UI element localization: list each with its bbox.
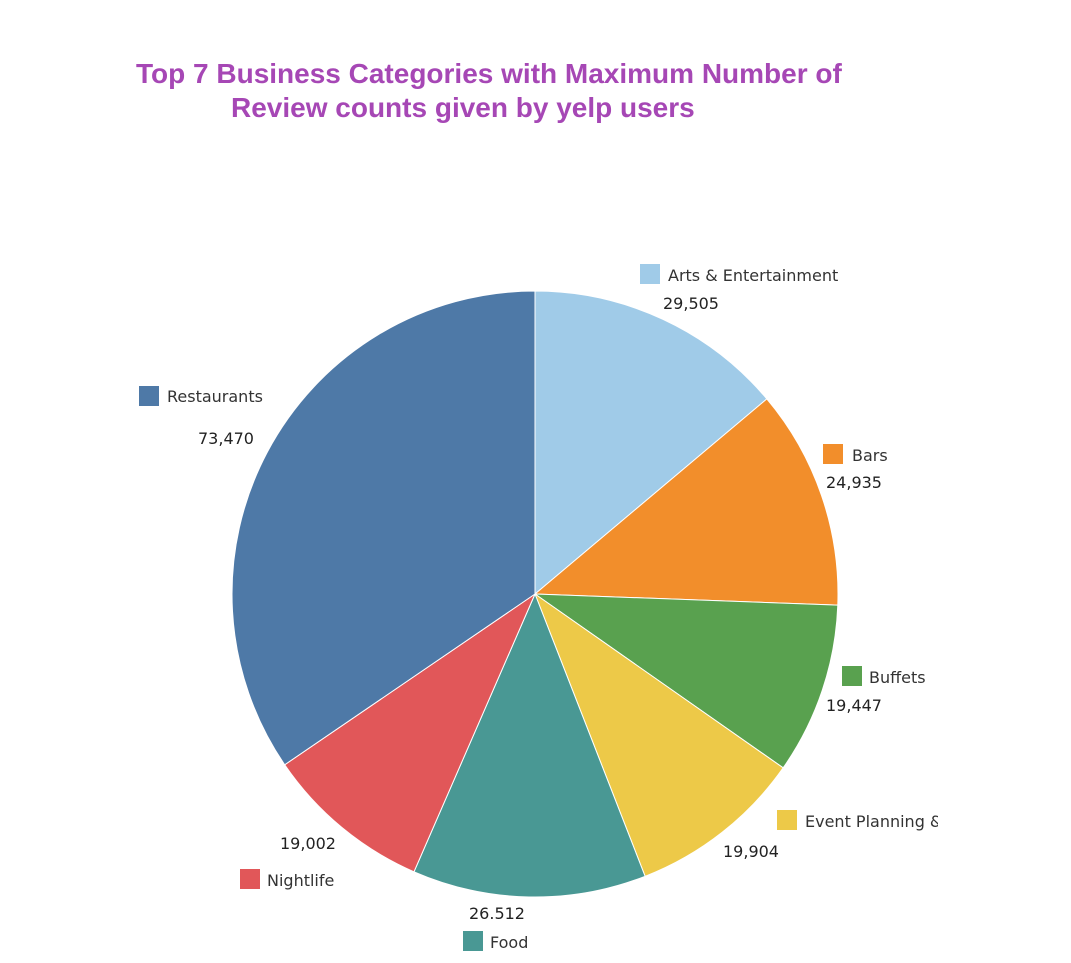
pie-slice-nightlife — [284, 592, 537, 873]
slice-value-label: 29,505 — [663, 294, 719, 313]
slice-label: Food — [490, 933, 528, 952]
slice-value-label: 26.512 — [469, 904, 525, 923]
slice-label: Bars — [852, 446, 888, 465]
slice-label: Nightlife — [267, 871, 334, 890]
slice-value-label: 19,447 — [826, 696, 882, 715]
chart-title-line-1: Top 7 Business Categories with Maximum N… — [136, 58, 842, 89]
slice-value-label: 19,904 — [723, 842, 779, 861]
slice-value-label: 73,470 — [198, 429, 254, 448]
slice-value-label: 19,002 — [280, 834, 336, 853]
pie-labels: Arts & Entertainment 29,505 Bars 24,935 Buff… — [139, 264, 942, 952]
legend-swatch — [823, 444, 843, 464]
pie-slice-arts-entertainment — [534, 290, 768, 596]
slice-label: Arts & Entertainment — [668, 266, 838, 285]
slice-label: Event Planning & — [805, 812, 942, 831]
legend-swatch — [240, 869, 260, 889]
legend-swatch — [842, 666, 862, 686]
slice-label: Restaurants — [167, 387, 263, 406]
legend-swatch — [139, 386, 159, 406]
pie-slice-bars — [533, 398, 839, 606]
pie-slices — [231, 290, 839, 898]
pie-slice-restaurants — [231, 290, 536, 766]
legend-swatch — [463, 931, 483, 951]
pie-slice-food — [413, 592, 646, 898]
pie-slice-buffets — [533, 593, 839, 769]
legend-swatch — [777, 810, 797, 830]
chart-title-line-2: Review counts given by yelp users — [231, 92, 695, 123]
slice-value-label: 24,935 — [826, 473, 882, 492]
legend-swatch — [640, 264, 660, 284]
slice-label: Buffets — [869, 668, 926, 687]
pie-slice-event-planning — [533, 592, 784, 877]
